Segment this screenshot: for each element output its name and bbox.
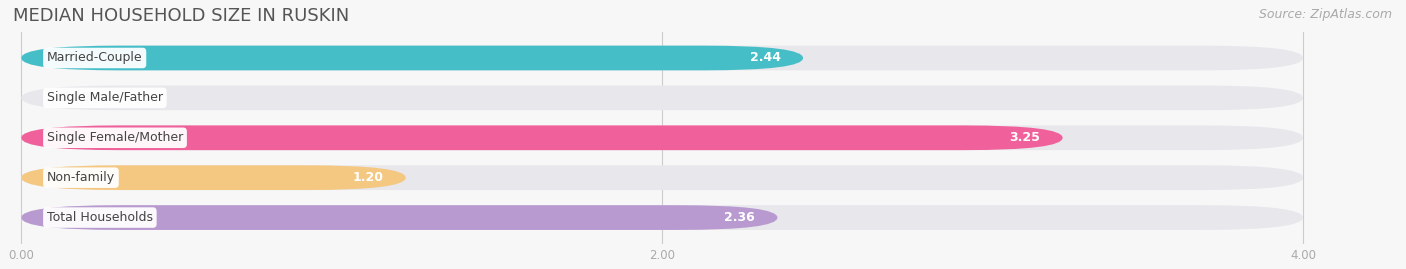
Text: Source: ZipAtlas.com: Source: ZipAtlas.com [1258, 8, 1392, 21]
Text: 3.25: 3.25 [1010, 131, 1040, 144]
Text: Married-Couple: Married-Couple [46, 51, 142, 65]
Text: 0.00: 0.00 [59, 91, 91, 104]
FancyBboxPatch shape [21, 205, 778, 230]
Text: MEDIAN HOUSEHOLD SIZE IN RUSKIN: MEDIAN HOUSEHOLD SIZE IN RUSKIN [14, 7, 350, 25]
FancyBboxPatch shape [21, 205, 1303, 230]
Text: 1.20: 1.20 [353, 171, 384, 184]
FancyBboxPatch shape [21, 46, 1303, 70]
Text: 2.36: 2.36 [724, 211, 755, 224]
Text: 2.44: 2.44 [749, 51, 780, 65]
Text: Total Households: Total Households [46, 211, 153, 224]
Text: Non-family: Non-family [46, 171, 115, 184]
FancyBboxPatch shape [21, 86, 1303, 110]
FancyBboxPatch shape [21, 165, 1303, 190]
Text: Single Male/Father: Single Male/Father [46, 91, 163, 104]
FancyBboxPatch shape [21, 125, 1063, 150]
Text: Single Female/Mother: Single Female/Mother [46, 131, 183, 144]
FancyBboxPatch shape [21, 46, 803, 70]
FancyBboxPatch shape [21, 125, 1303, 150]
FancyBboxPatch shape [21, 165, 406, 190]
